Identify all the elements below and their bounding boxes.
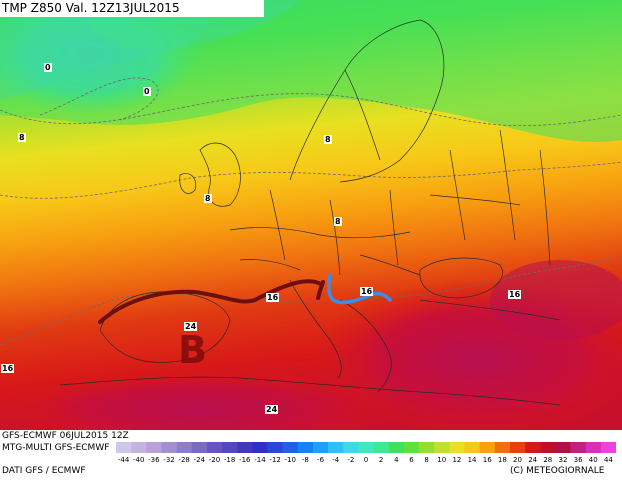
color-scale-swatch: [600, 442, 616, 453]
color-scale-swatch: [540, 442, 556, 453]
legend-footer: GFS-ECMWF 06JUL2015 12Z MTG-MULTI GFS-EC…: [0, 430, 622, 480]
color-scale-swatch: [388, 442, 405, 453]
color-scale-swatch: [116, 442, 132, 453]
color-scale-label: 20: [513, 456, 522, 464]
isotherm-label: 0: [44, 63, 52, 72]
temperature-color-scale: [116, 442, 616, 453]
color-scale-swatch: [176, 442, 193, 453]
color-scale-swatch: [570, 442, 586, 453]
color-scale-swatch: [525, 442, 541, 453]
hot-air-mass-south: [0, 370, 400, 430]
data-source-label: DATI GFS / ECMWF: [2, 466, 86, 476]
isotherm-label: 8: [324, 135, 332, 144]
color-scale-swatch: [373, 442, 390, 453]
color-scale-swatch: [509, 442, 526, 453]
warm-front-line: [98, 279, 324, 324]
color-scale-label: -6: [317, 456, 325, 464]
color-scale-swatch: [358, 442, 374, 453]
color-scale-label: 40: [588, 456, 598, 464]
isotherm-lines: [0, 77, 622, 346]
temperature-map: [0, 0, 622, 430]
color-scale-label: 16: [482, 456, 492, 464]
color-scale-label: -20: [208, 456, 221, 464]
color-scale-swatch: [206, 442, 223, 453]
color-scale-label: -8: [301, 456, 309, 464]
color-scale-swatch: [191, 442, 208, 453]
color-scale-label: 2: [378, 456, 384, 464]
isotherm-label: 24: [184, 322, 198, 331]
color-scale-label: 24: [528, 456, 538, 464]
color-scale-swatch: [312, 442, 329, 453]
model-name-label: MTG-MULTI GFS-ECMWF: [2, 443, 110, 453]
color-scale-label: 10: [437, 456, 447, 464]
coastlines-borders: [59, 19, 561, 406]
color-scale-swatch: [494, 442, 511, 453]
color-scale-swatch: [237, 442, 253, 453]
color-scale-label: -44: [117, 456, 130, 464]
color-scale-swatch: [403, 442, 420, 453]
color-scale-label: 44: [603, 456, 613, 464]
color-scale-label: -2: [347, 456, 355, 464]
isotherm-label: 16: [266, 293, 280, 302]
color-scale-swatch: [585, 442, 602, 453]
color-scale-label: -40: [133, 456, 145, 464]
color-scale-label: 18: [497, 456, 507, 464]
color-scale-swatch: [282, 442, 299, 453]
isotherm-label: 16: [360, 287, 374, 296]
map-title: TMP Z850 Val. 12Z13JUL2015: [0, 0, 264, 17]
isotherm-label: 8: [204, 194, 212, 203]
color-scale-swatch: [146, 442, 162, 453]
color-scale-swatch: [131, 442, 147, 453]
color-scale-label: -12: [269, 456, 281, 464]
color-scale-swatch: [434, 442, 450, 453]
color-scale-label: -4: [332, 456, 340, 464]
low-pressure-center: B: [178, 328, 207, 372]
color-scale-swatch: [464, 442, 480, 453]
isotherm-label: 8: [334, 217, 342, 226]
color-scale-label: -18: [223, 456, 236, 464]
color-scale-swatch: [449, 442, 465, 453]
color-scale-label: 36: [573, 456, 583, 464]
color-scale-label: -14: [254, 456, 266, 464]
green-band: [0, 0, 622, 143]
isotherm-label: 16: [508, 290, 522, 299]
color-scale-label: -28: [178, 456, 190, 464]
model-run-label: GFS-ECMWF 06JUL2015 12Z: [2, 431, 129, 441]
color-scale-swatch: [222, 442, 238, 453]
color-scale-swatch: [267, 442, 283, 453]
color-scale-swatch: [555, 442, 571, 453]
color-scale-label: 0: [363, 456, 369, 464]
color-scale-swatch: [161, 442, 177, 453]
color-scale-label: 4: [394, 456, 399, 464]
color-scale-label: -10: [284, 456, 296, 464]
color-scale-swatch: [252, 442, 268, 453]
color-scale-label: 28: [543, 456, 553, 464]
color-scale-label: 6: [409, 456, 414, 464]
color-scale-label: -24: [193, 456, 206, 464]
color-scale-label: -32: [163, 456, 175, 464]
color-scale-swatch: [297, 442, 314, 453]
isotherm-label: 8: [18, 133, 26, 142]
isotherm-label: 0: [143, 87, 151, 96]
color-scale-label: -36: [148, 456, 160, 464]
color-scale-label: 12: [452, 456, 462, 464]
color-scale-label: -16: [239, 456, 251, 464]
color-scale-swatch: [419, 442, 435, 453]
color-scale-labels: -44 -40 -36 -32 -28 -24 -20 -18 -16 -14 -12 -10 -8 -6…: [116, 456, 616, 466]
color-scale-label: 8: [424, 456, 429, 464]
color-scale-label: 14: [467, 456, 477, 464]
color-scale-swatch: [343, 442, 359, 453]
isotherm-label: 24: [265, 405, 279, 414]
cold-front-line: [327, 273, 392, 305]
isotherm-label: 16: [1, 364, 15, 373]
copyright-label: (C) METEOGIORNALE: [510, 466, 605, 476]
color-scale-label: 32: [558, 456, 568, 464]
color-scale-swatch: [328, 442, 344, 453]
color-scale-swatch: [479, 442, 496, 453]
